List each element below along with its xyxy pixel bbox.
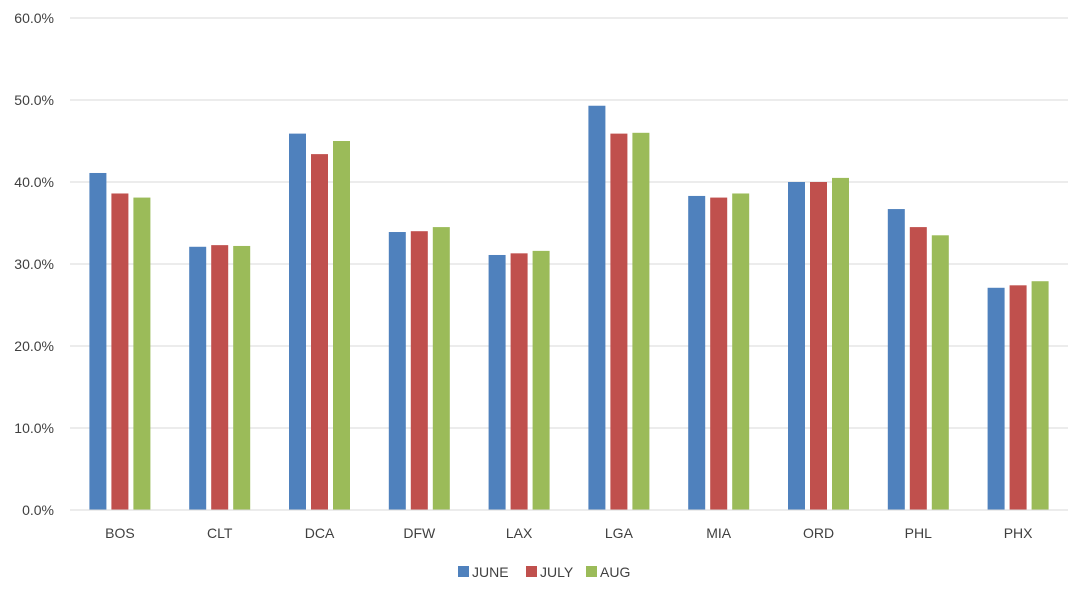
bar-july-bos xyxy=(111,193,129,511)
y-tick-label: 0.0% xyxy=(22,502,54,518)
x-tick-label: DFW xyxy=(403,525,436,541)
bar-aug-dfw xyxy=(432,227,450,510)
x-tick-label: MIA xyxy=(706,525,732,541)
bar-june-phl xyxy=(887,209,905,510)
x-tick-label: BOS xyxy=(105,525,135,541)
y-tick-label: 40.0% xyxy=(14,174,54,190)
bar-july-lga xyxy=(610,133,628,510)
bar-aug-clt xyxy=(233,245,251,510)
legend: JUNE JULY AUG xyxy=(458,564,630,580)
bars xyxy=(89,105,1049,511)
bar-aug-ord xyxy=(832,177,849,510)
x-tick-label: CLT xyxy=(207,525,233,541)
x-tick-label: LGA xyxy=(605,525,634,541)
legend-label-july: JULY xyxy=(540,564,574,580)
bar-july-mia xyxy=(710,197,728,510)
bar-july-ord xyxy=(810,182,827,510)
x-axis-labels: BOS CLT DCA DFW LAX LGA MIA ORD PHL PHX xyxy=(105,525,1033,541)
bar-aug-dca xyxy=(333,141,350,510)
y-tick-label: 30.0% xyxy=(14,256,54,272)
bar-june-mia xyxy=(688,195,706,510)
bar-aug-lga xyxy=(632,132,650,511)
bar-july-clt xyxy=(211,245,229,510)
y-axis-labels: 0.0% 10.0% 20.0% 30.0% 40.0% 50.0% 60.0% xyxy=(14,10,54,518)
bar-june-dfw xyxy=(388,232,406,510)
x-tick-label: ORD xyxy=(803,525,834,541)
x-tick-label: DCA xyxy=(305,525,335,541)
y-tick-label: 10.0% xyxy=(14,420,54,436)
bar-july-dfw xyxy=(410,231,428,510)
legend-label-aug: AUG xyxy=(600,564,630,580)
legend-swatch-aug xyxy=(586,566,597,577)
bar-june-phx xyxy=(987,287,1005,510)
y-tick-label: 20.0% xyxy=(14,338,54,354)
bar-july-lax xyxy=(510,253,528,510)
bar-july-phl xyxy=(909,227,927,510)
x-tick-label: LAX xyxy=(506,525,533,541)
y-tick-label: 50.0% xyxy=(14,92,54,108)
bar-june-bos xyxy=(89,172,107,511)
bar-june-dca xyxy=(289,133,306,510)
bar-aug-lax xyxy=(532,250,550,510)
legend-swatch-july xyxy=(526,566,537,577)
bar-june-lax xyxy=(488,254,506,510)
bar-july-dca xyxy=(311,154,328,510)
y-tick-label: 60.0% xyxy=(14,10,54,26)
bar-june-lga xyxy=(588,105,606,511)
x-tick-label: PHX xyxy=(1004,525,1033,541)
bar-aug-mia xyxy=(732,193,750,511)
bar-aug-phx xyxy=(1031,281,1049,510)
bar-june-ord xyxy=(788,182,805,510)
bar-aug-bos xyxy=(133,197,151,510)
legend-label-june: JUNE xyxy=(472,564,509,580)
bar-aug-phl xyxy=(931,235,949,511)
legend-swatch-june xyxy=(458,566,469,577)
bar-july-phx xyxy=(1009,285,1027,510)
x-tick-label: PHL xyxy=(905,525,932,541)
bar-june-clt xyxy=(189,246,207,510)
